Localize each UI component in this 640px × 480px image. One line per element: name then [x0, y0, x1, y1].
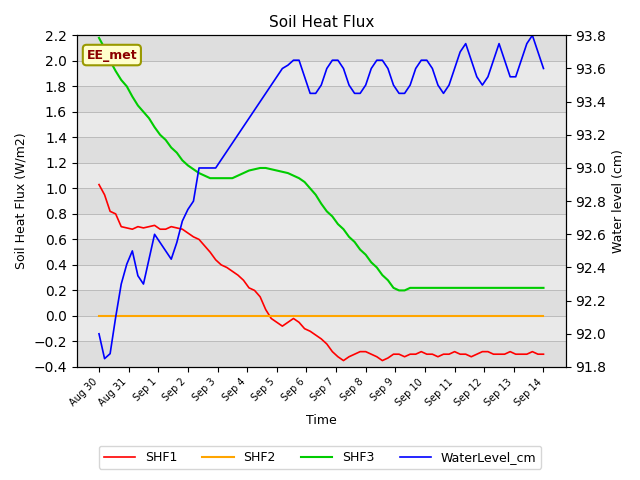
Line: SHF3: SHF3 [99, 38, 543, 290]
Title: Soil Heat Flux: Soil Heat Flux [269, 15, 374, 30]
SHF3 [462, 285, 470, 291]
SHF2 [540, 313, 547, 319]
X-axis label: Time: Time [306, 414, 337, 427]
Bar [77, 290, 566, 316]
Bar [77, 188, 566, 214]
Bar [77, 86, 566, 112]
SHF2 [495, 313, 503, 319]
SHF1 [484, 349, 492, 355]
Line: WaterLevel_cm: WaterLevel_cm [99, 36, 543, 359]
WaterLevel_cm [540, 66, 547, 72]
Legend: SHF1, SHF2, SHF3, WaterLevel_cm: SHF1, SHF2, SHF3, WaterLevel_cm [99, 446, 541, 469]
SHF1 [378, 358, 386, 363]
SHF1 [340, 358, 348, 363]
Bar [77, 214, 566, 240]
WaterLevel_cm [529, 33, 536, 38]
SHF2 [95, 313, 103, 319]
SHF3 [484, 285, 492, 291]
SHF3 [340, 226, 348, 232]
Bar [77, 163, 566, 188]
Bar [77, 316, 566, 341]
Bar [77, 240, 566, 265]
SHF3 [500, 285, 508, 291]
WaterLevel_cm [462, 41, 470, 47]
Bar [77, 137, 566, 163]
WaterLevel_cm [100, 356, 108, 361]
SHF1 [500, 351, 508, 357]
SHF1 [95, 181, 103, 187]
Bar [77, 36, 566, 61]
SHF1 [540, 351, 547, 357]
WaterLevel_cm [484, 74, 492, 80]
Text: EE_met: EE_met [86, 48, 137, 61]
WaterLevel_cm [429, 66, 436, 72]
SHF2 [479, 313, 486, 319]
SHF1 [345, 354, 353, 360]
SHF3 [395, 288, 403, 293]
SHF2 [340, 313, 348, 319]
SHF2 [456, 313, 464, 319]
SHF3 [429, 285, 436, 291]
Bar [77, 61, 566, 86]
Y-axis label: Soil Heat Flux (W/m2): Soil Heat Flux (W/m2) [15, 133, 28, 269]
WaterLevel_cm [345, 82, 353, 88]
Bar [77, 112, 566, 137]
SHF3 [373, 264, 381, 270]
SHF1 [429, 351, 436, 357]
SHF3 [95, 35, 103, 41]
SHF3 [540, 285, 547, 291]
Line: SHF1: SHF1 [99, 184, 543, 360]
WaterLevel_cm [500, 57, 508, 63]
SHF2 [423, 313, 431, 319]
SHF2 [373, 313, 381, 319]
Y-axis label: Water level (cm): Water level (cm) [612, 149, 625, 253]
SHF1 [462, 351, 470, 357]
Bar [77, 265, 566, 290]
WaterLevel_cm [378, 57, 386, 63]
WaterLevel_cm [95, 331, 103, 336]
Bar [77, 341, 566, 367]
